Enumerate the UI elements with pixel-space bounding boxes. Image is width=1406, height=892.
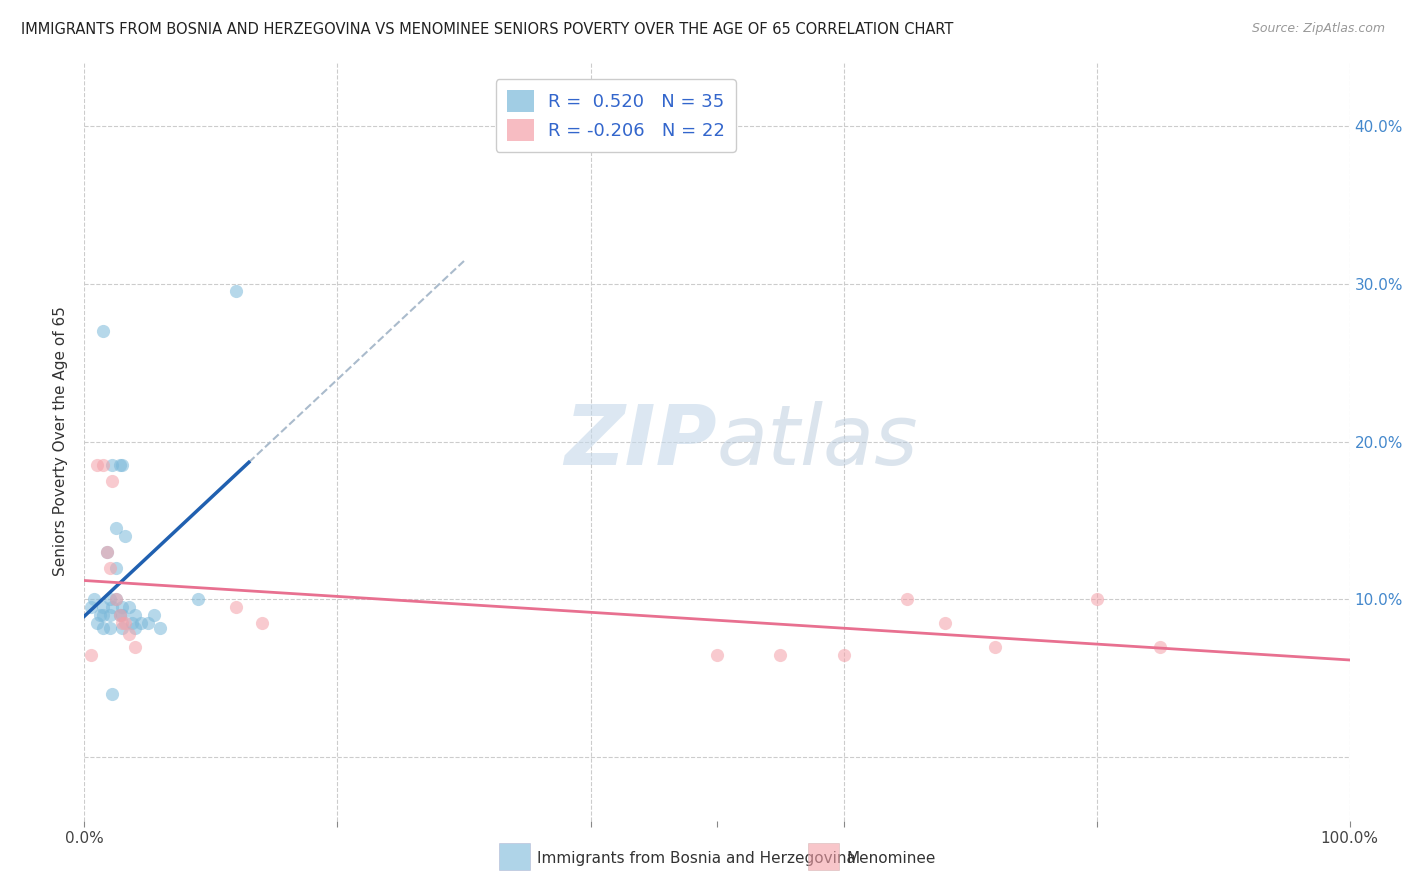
Point (105, 592, 127, 607)
Point (79, 600, 103, 615)
Y-axis label: Seniors Poverty Over the Age of 65: Seniors Poverty Over the Age of 65 (53, 307, 69, 576)
Point (114, 616, 136, 631)
Point (101, 458, 124, 473)
Point (98, 608, 121, 623)
Point (1149, 640, 1171, 654)
Point (98, 561, 121, 575)
Point (105, 592, 127, 607)
Point (149, 621, 172, 635)
Point (111, 458, 134, 473)
Point (96, 545, 118, 559)
Point (114, 529, 136, 543)
Point (96, 545, 118, 559)
Point (89, 608, 111, 623)
Text: Menominee: Menominee (846, 851, 936, 865)
Point (250, 616, 273, 631)
Point (984, 640, 1007, 654)
Point (124, 608, 146, 623)
Point (121, 616, 143, 631)
Point (86, 616, 108, 631)
Point (101, 474, 124, 488)
Point (143, 608, 166, 623)
Text: atlas: atlas (717, 401, 918, 482)
Text: Source: ZipAtlas.com: Source: ZipAtlas.com (1251, 22, 1385, 36)
Point (101, 600, 124, 615)
Point (136, 616, 159, 631)
Point (111, 621, 134, 635)
Point (111, 616, 134, 631)
Point (79, 648, 103, 662)
Point (108, 608, 131, 623)
Point (93, 621, 115, 635)
Point (118, 600, 141, 615)
Point (93, 600, 115, 615)
Point (124, 621, 146, 635)
Text: ZIP: ZIP (564, 401, 717, 482)
Point (225, 285, 247, 299)
Point (86, 458, 108, 473)
Point (105, 521, 127, 535)
Point (124, 640, 146, 654)
Point (706, 648, 728, 662)
Point (93, 608, 115, 623)
Text: IMMIGRANTS FROM BOSNIA AND HERZEGOVINA VS MENOMINEE SENIORS POVERTY OVER THE AGE: IMMIGRANTS FROM BOSNIA AND HERZEGOVINA V… (21, 22, 953, 37)
Point (108, 608, 131, 623)
Point (129, 616, 153, 631)
Point (111, 608, 134, 623)
Legend: R =  0.520   N = 35, R = -0.206   N = 22: R = 0.520 N = 35, R = -0.206 N = 22 (496, 79, 735, 152)
Point (187, 592, 209, 607)
Point (98, 592, 121, 607)
Point (98, 621, 121, 635)
Point (111, 600, 134, 615)
Point (93, 324, 115, 338)
Point (934, 616, 956, 631)
Point (832, 648, 855, 662)
Point (1085, 592, 1108, 607)
Point (769, 648, 792, 662)
Point (101, 687, 124, 701)
Point (108, 458, 131, 473)
Point (93, 458, 115, 473)
Text: Immigrants from Bosnia and Herzegovina: Immigrants from Bosnia and Herzegovina (537, 851, 856, 865)
Point (83, 592, 105, 607)
Point (225, 600, 247, 615)
Point (118, 627, 141, 641)
Point (896, 592, 918, 607)
Point (105, 561, 127, 575)
